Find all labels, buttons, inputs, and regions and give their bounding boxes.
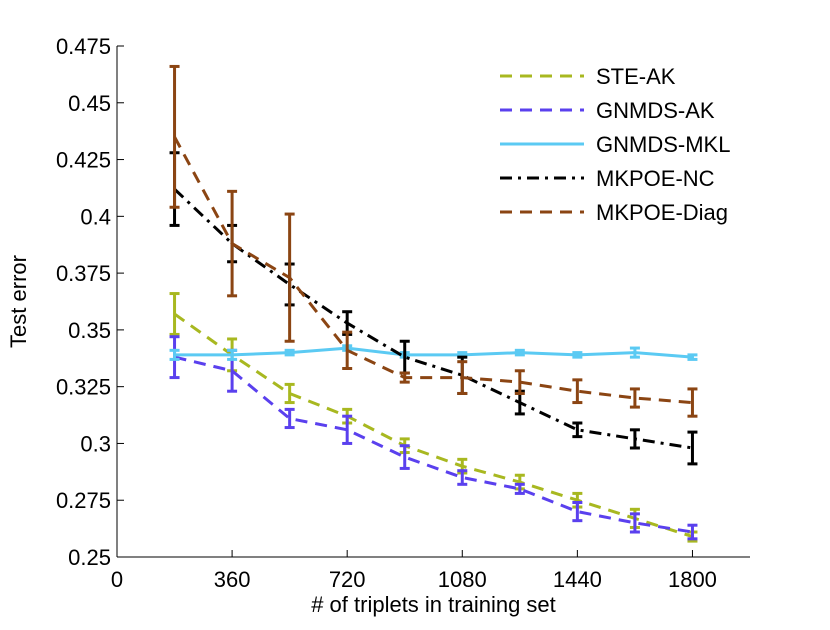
error-bar	[572, 500, 583, 523]
axes	[116, 46, 750, 558]
y-axis-ticks: 0.25 0.275 0.3 0.325 0.35 0.375 0.4 0.425 0.45 0.…	[56, 34, 124, 570]
legend-label: GNMDS-AK	[596, 98, 715, 123]
error-bar	[284, 382, 295, 405]
y-tick: 0.475	[56, 34, 124, 59]
x-tick-label: 1800	[668, 567, 717, 592]
error-bar	[572, 421, 583, 439]
legend: STE-AK GNMDS-AK GNMDS-MKL MKPOE-NC MKPOE-Dia…	[500, 64, 730, 225]
series-line	[173, 312, 693, 539]
series-mkpoe-diag	[169, 64, 698, 418]
x-tick: 360	[214, 550, 251, 592]
error-bar	[629, 387, 640, 409]
error-bar	[399, 444, 410, 470]
y-tick-label: 0.375	[56, 261, 111, 286]
y-tick-label: 0.275	[56, 488, 111, 513]
x-tick-label: 1440	[553, 567, 602, 592]
series-line	[173, 136, 693, 405]
y-tick-label: 0.475	[56, 34, 111, 59]
error-bar	[687, 523, 698, 541]
y-tick-label: 0.4	[80, 204, 111, 229]
x-tick: 0	[111, 550, 123, 592]
y-tick-label: 0.3	[80, 431, 111, 456]
x-tick: 1080	[438, 550, 487, 592]
legend-item-ste-ak: STE-AK	[500, 64, 676, 89]
x-axis-ticks: 0 360 720 1080 1440 1800	[111, 550, 717, 592]
y-tick: 0.4	[80, 204, 124, 229]
x-tick: 1440	[553, 550, 602, 592]
x-tick-label: 360	[214, 567, 251, 592]
x-tick-label: 0	[111, 567, 123, 592]
y-tick: 0.325	[56, 375, 124, 400]
legend-label: MKPOE-Diag	[596, 200, 728, 225]
x-tick: 720	[329, 550, 366, 592]
y-tick: 0.275	[56, 488, 124, 513]
error-bar	[514, 482, 525, 495]
legend-item-mkpoe-diag: MKPOE-Diag	[500, 200, 728, 225]
x-axis-label: # of triplets in training set	[311, 592, 556, 617]
data-series	[169, 64, 698, 543]
error-bar	[514, 369, 525, 395]
x-tick-label: 720	[329, 567, 366, 592]
legend-label: MKPOE-NC	[596, 166, 715, 191]
error-bar	[284, 407, 295, 430]
y-tick-label: 0.325	[56, 375, 111, 400]
y-tick-label: 0.425	[56, 148, 111, 173]
x-tick-label: 1080	[438, 567, 487, 592]
x-tick: 1800	[668, 550, 717, 592]
legend-label: GNMDS-MKL	[596, 132, 730, 157]
error-bar	[629, 512, 640, 534]
y-tick-label: 0.25	[68, 545, 111, 570]
y-tick: 0.25	[68, 545, 124, 570]
y-tick: 0.375	[56, 261, 124, 286]
legend-item-gnmds-ak: GNMDS-AK	[500, 98, 715, 123]
legend-label: STE-AK	[596, 64, 676, 89]
series-line	[174, 355, 693, 534]
y-tick-label: 0.45	[68, 91, 111, 116]
legend-item-gnmds-mkl: GNMDS-MKL	[500, 132, 730, 157]
y-tick-label: 0.35	[68, 318, 111, 343]
legend-item-mkpoe-nc: MKPOE-NC	[500, 166, 715, 191]
y-tick: 0.425	[56, 148, 124, 173]
y-tick: 0.3	[80, 431, 124, 456]
error-bar	[572, 378, 583, 405]
error-bar	[342, 414, 353, 445]
series-line	[173, 188, 693, 450]
error-bar	[457, 469, 468, 486]
y-tick: 0.45	[68, 91, 124, 116]
y-tick: 0.35	[68, 318, 124, 343]
y-axis-label: Test error	[6, 255, 31, 348]
error-bar	[687, 430, 698, 466]
error-bar	[687, 387, 698, 418]
series-line	[174, 346, 693, 359]
